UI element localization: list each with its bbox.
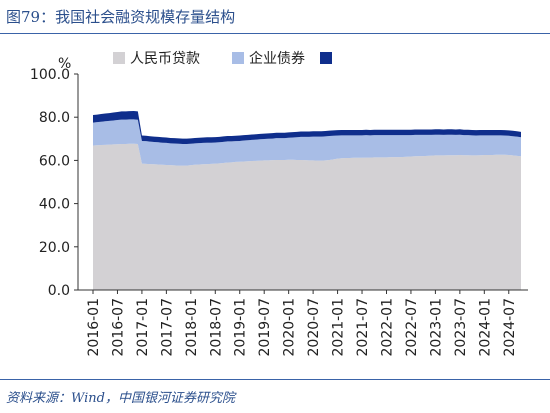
x-tick-label: 2022-07 <box>404 298 420 357</box>
x-tick-label: 2023-07 <box>453 298 469 357</box>
bottom-rule <box>0 379 550 380</box>
area-layers <box>93 110 521 290</box>
x-tick-label: 2023-01 <box>428 298 444 357</box>
top-rule <box>0 33 550 34</box>
legend-swatch-other <box>320 52 332 64</box>
y-tick-label: 80.0 <box>39 110 70 126</box>
x-tick-label: 2024-01 <box>477 298 493 357</box>
x-tick-label: 2016-01 <box>86 298 102 357</box>
x-tick-label: 2018-01 <box>184 298 200 357</box>
x-tick-label: 2019-07 <box>257 298 273 357</box>
y-axis: 0.0 20.0 40.0 60.0 80.0 100.0 <box>30 67 79 299</box>
x-tick-label: 2019-01 <box>233 298 249 357</box>
stacked-area-chart: 人民币贷款 企业债券 % 0.0 20.0 40.0 60.0 80.0 100.0 20… <box>30 50 528 357</box>
x-axis: 2016-01 2016-07 2017-01 2017-07 2018-01 2018-… <box>78 289 528 357</box>
figure-title: 图79：我国社会融资规模存量结构 <box>6 8 236 26</box>
x-tick-label: 2021-01 <box>331 298 347 357</box>
x-tick-label: 2018-07 <box>208 298 224 357</box>
x-tick-label: 2020-07 <box>306 298 322 357</box>
x-tick-label: 2021-07 <box>355 298 371 357</box>
legend: 人民币贷款 企业债券 <box>113 50 332 67</box>
legend-label-bonds: 企业债券 <box>249 50 305 67</box>
area-series-3 <box>93 110 521 144</box>
y-tick-label: 60.0 <box>39 153 70 169</box>
x-tick-label: 2024-07 <box>502 298 518 357</box>
x-tick-label: 2022-01 <box>379 298 395 357</box>
area-series-2 <box>93 119 521 166</box>
legend-swatch-bonds <box>232 52 244 64</box>
y-tick-label: 40.0 <box>39 197 70 213</box>
x-tick-label: 2016-07 <box>110 298 126 357</box>
source-note: 资料来源：Wind，中国银河证券研究院 <box>6 391 235 406</box>
x-tick-label: 2017-01 <box>135 298 151 357</box>
x-tick-label: 2017-07 <box>159 298 175 357</box>
legend-swatch-loans <box>113 52 125 64</box>
x-tick-label: 2020-01 <box>282 298 298 357</box>
y-tick-label: 20.0 <box>39 240 70 256</box>
area-series-1 <box>93 143 521 290</box>
legend-label-loans: 人民币贷款 <box>130 51 200 67</box>
y-unit-label: % <box>58 56 71 72</box>
y-tick-label: 0.0 <box>48 283 70 299</box>
y-tick-label: 100.0 <box>30 67 70 83</box>
